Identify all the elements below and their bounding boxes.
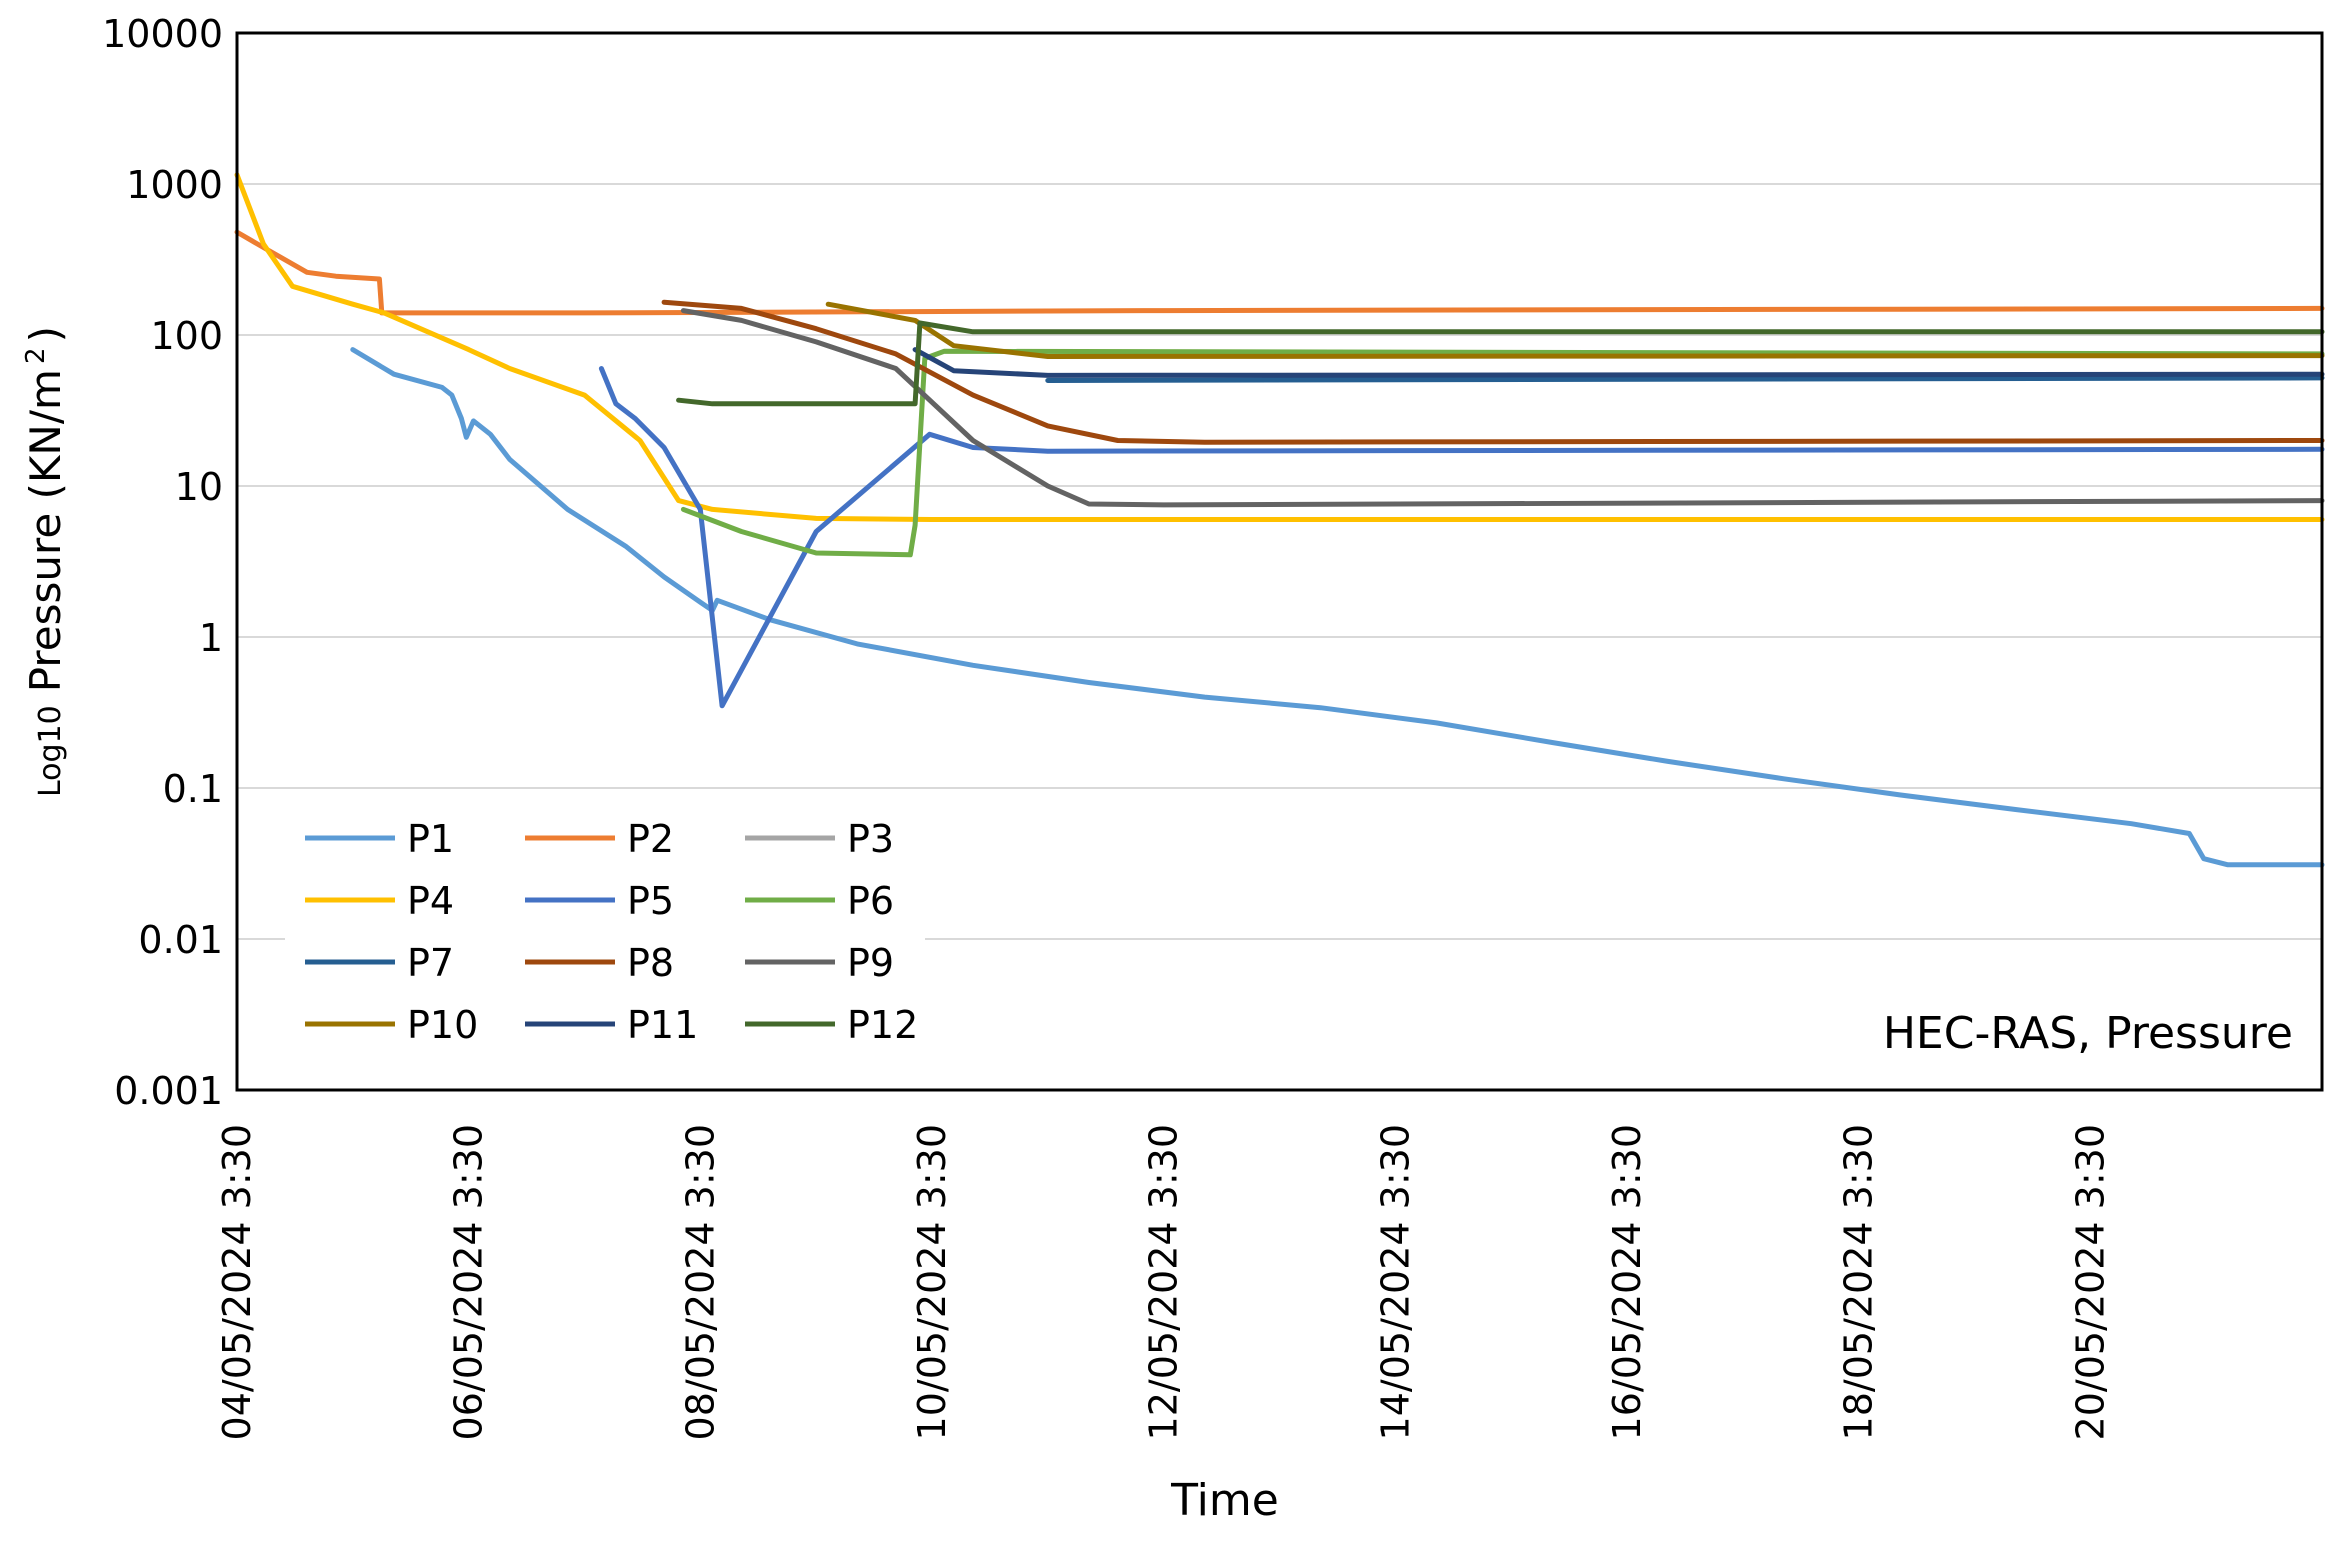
x-tick-label: 20/05/2024 3:30 [2068,1124,2112,1440]
series-line-p11 [912,347,2325,378]
legend-label-p1: P1 [407,817,454,861]
series-line-p1 [350,347,2325,868]
x-tick-label: 06/05/2024 3:30 [447,1124,491,1440]
y-tick-label: 10000 [102,12,223,56]
series-line-p5 [598,366,2325,709]
y-axis-title-prefix: Log10 [33,705,68,797]
x-tick-label: 12/05/2024 3:30 [1142,1124,1186,1440]
legend-label-p11: P11 [627,1003,698,1047]
x-tick-label: 10/05/2024 3:30 [910,1124,954,1440]
y-tick-label: 0.01 [138,918,223,962]
series-line-p4 [234,172,2325,522]
legend-label-p2: P2 [627,817,674,861]
series-line-p7 [1045,375,2325,383]
y-axis-title-superscript: 2 [21,347,51,364]
legend-label-p12: P12 [847,1003,918,1047]
series-line-p8 [661,299,2325,445]
legend-entries: P1 P2 P3 P4 P5 P6 P7 P8 P9 P10 P11 P12 [305,817,918,1047]
y-tick-label: 1000 [126,163,223,207]
legend-label-p10: P10 [407,1003,478,1047]
x-axis-title: Time [1170,1475,1279,1526]
legend-label-p5: P5 [627,879,674,923]
x-tick-label: 08/05/2024 3:30 [678,1124,722,1440]
legend-label-p8: P8 [627,941,674,985]
y-tick-label: 1 [199,616,223,660]
y-tick-label: 0.001 [114,1069,223,1113]
legend-label-p9: P9 [847,941,894,985]
y-tick-label: 100 [150,314,223,358]
y-axis-title-close: ) [21,326,70,342]
legend-label-p6: P6 [847,879,894,923]
y-axis-title: Log10 Pressure (KN/m 2 ) [21,326,70,797]
legend-label-p3: P3 [847,817,894,861]
x-tick-label: 16/05/2024 3:30 [1605,1124,1649,1440]
series-layer [234,172,2325,868]
y-tick-label: 10 [175,465,223,509]
plot-area-border [235,31,2324,1092]
x-axis-tick-labels: 04/05/2024 3:30 06/05/2024 3:30 08/05/2024… [215,1124,2112,1440]
x-tick-label: 18/05/2024 3:30 [1837,1124,1881,1440]
series-line-p10 [825,301,2325,359]
legend-label-p7: P7 [407,941,454,985]
legend-label-p4: P4 [407,879,454,923]
chart-annotation: HEC-RAS, Pressure [1883,1008,2293,1059]
series-line-p6 [680,348,2325,558]
series-line-p9 [680,308,2325,508]
y-tick-label: 0.1 [163,767,223,811]
x-tick-label: 04/05/2024 3:30 [215,1124,259,1440]
legend [285,800,925,1065]
x-tick-label: 14/05/2024 3:30 [1373,1124,1417,1440]
y-axis-title-main: Pressure (KN/m [21,369,70,692]
series-line-p2 [234,229,2325,316]
y-axis-tick-labels: 10000 1000 100 10 1 0.1 0.01 0.001 [102,12,223,1113]
series-line-p12 [676,320,2325,407]
